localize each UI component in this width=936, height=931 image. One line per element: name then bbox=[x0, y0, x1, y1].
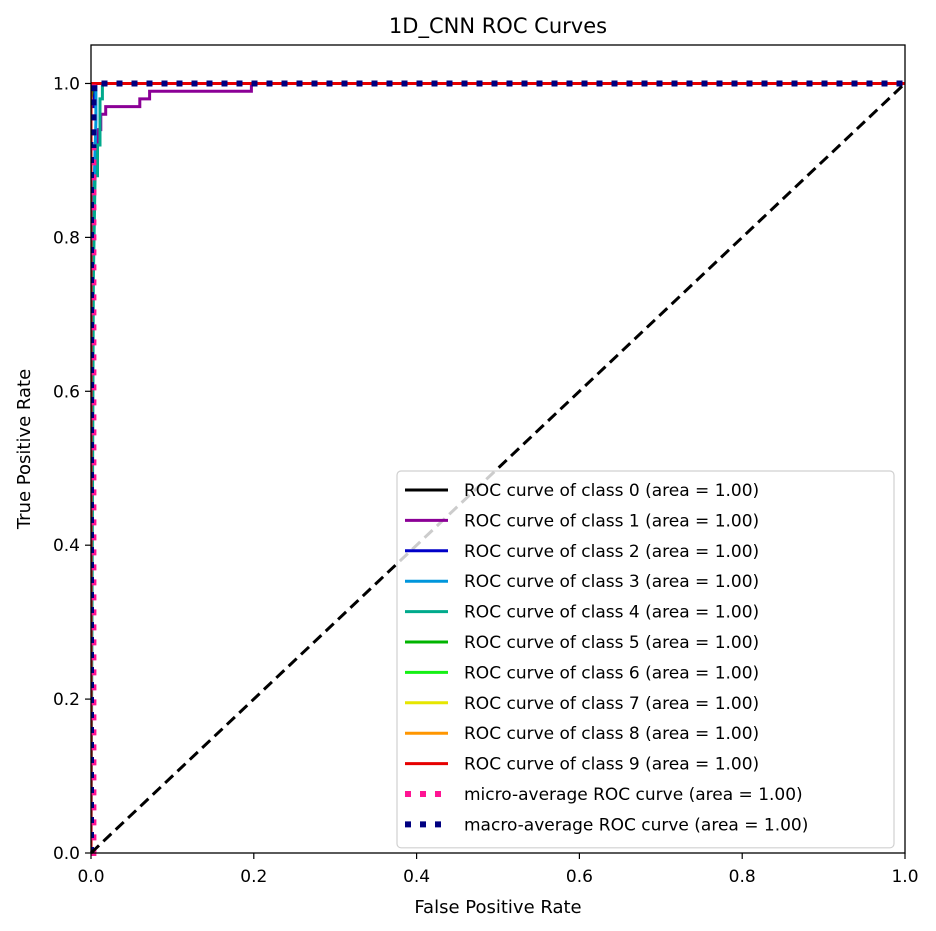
legend-label: macro-average ROC curve (area = 1.00) bbox=[464, 815, 808, 835]
y-tick-label: 0.8 bbox=[53, 228, 80, 248]
series-line-class-4 bbox=[91, 82, 905, 854]
legend-label: ROC curve of class 0 (area = 1.00) bbox=[464, 481, 759, 501]
legend-label: ROC curve of class 3 (area = 1.00) bbox=[464, 572, 759, 592]
x-tick-label: 0.0 bbox=[77, 867, 104, 887]
y-tick-label: 0.6 bbox=[53, 382, 80, 402]
legend-label: ROC curve of class 8 (area = 1.00) bbox=[464, 724, 759, 744]
legend: ROC curve of class 0 (area = 1.00) ROC cu… bbox=[396, 470, 895, 849]
legend-label: ROC curve of class 2 (area = 1.00) bbox=[464, 542, 759, 562]
x-tick-label: 0.8 bbox=[729, 867, 756, 887]
legend-label: ROC curve of class 6 (area = 1.00) bbox=[464, 663, 759, 683]
y-tick-label: 0.4 bbox=[53, 536, 80, 556]
y-tick-label: 0.0 bbox=[53, 844, 80, 864]
x-axis-label: False Positive Rate bbox=[414, 897, 581, 918]
y-axis-label: True Positive Rate bbox=[14, 369, 35, 530]
y-tick-label: 0.2 bbox=[53, 690, 80, 710]
x-tick-label: 0.2 bbox=[240, 867, 267, 887]
legend-label: ROC curve of class 7 (area = 1.00) bbox=[464, 694, 759, 714]
legend-box bbox=[396, 470, 895, 849]
legend-label: ROC curve of class 9 (area = 1.00) bbox=[464, 755, 759, 775]
plot-area bbox=[89, 44, 907, 856]
y-tick-label: 1.0 bbox=[53, 74, 80, 94]
legend-label: micro-average ROC curve (area = 1.00) bbox=[464, 785, 803, 805]
axis-ticks: 0.0 0.2 0.4 0.6 0.8 1.0 0.0 0.2 0.4 0.6 0.8 1.0 bbox=[53, 74, 919, 887]
axes-frame bbox=[90, 44, 906, 854]
legend-label: ROC curve of class 5 (area = 1.00) bbox=[464, 633, 759, 653]
x-tick-label: 0.4 bbox=[403, 867, 430, 887]
x-tick-label: 1.0 bbox=[891, 867, 918, 887]
legend-label: ROC curve of class 4 (area = 1.00) bbox=[464, 603, 759, 623]
legend-label: ROC curve of class 1 (area = 1.00) bbox=[464, 511, 759, 531]
chart-title: 1D_CNN ROC Curves bbox=[389, 14, 607, 39]
x-tick-label: 0.6 bbox=[566, 867, 593, 887]
